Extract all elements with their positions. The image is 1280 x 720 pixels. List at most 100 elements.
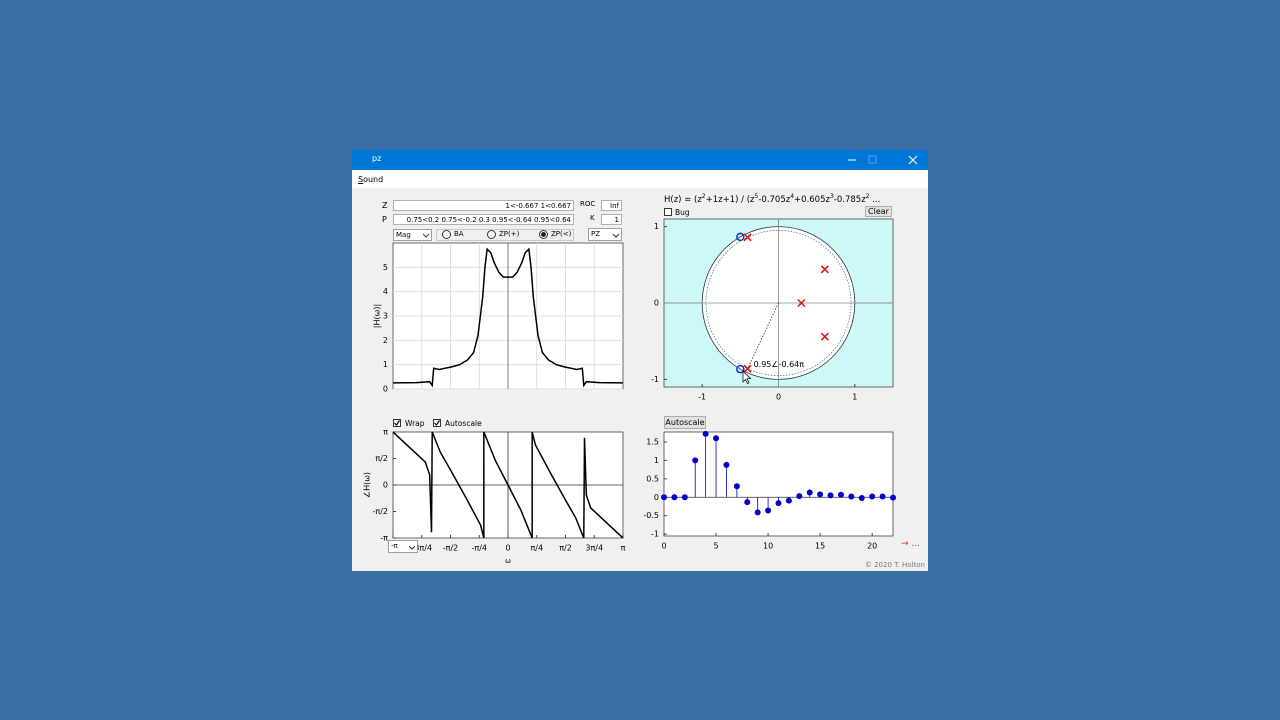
y-tick-label: -π/2 xyxy=(373,507,389,516)
impulse-stem xyxy=(796,493,803,500)
impulse-stem xyxy=(785,497,792,504)
radio-group xyxy=(436,229,574,241)
zero-marker xyxy=(736,232,745,242)
y-tick-label: -π xyxy=(380,534,388,543)
more-link[interactable]: → ... xyxy=(901,539,920,549)
pole-annotation: 0.95∠-0.64π xyxy=(754,360,805,369)
y-tick-label: 0 xyxy=(654,299,659,308)
stem-dot xyxy=(796,493,803,500)
stem-dot xyxy=(879,493,886,500)
stem-dot xyxy=(661,494,667,501)
y-tick-label: -1 xyxy=(651,530,659,539)
stem-dot xyxy=(681,494,688,501)
transfer-function-title: H(z) = (z2+1z+1) / (z5-0.705z4+0.605z3-0… xyxy=(664,193,881,205)
impulse-stem xyxy=(702,430,709,498)
x-tick-label: 0 xyxy=(505,544,510,553)
mag-select[interactable]: Mag xyxy=(393,229,432,241)
radio-zp-minus[interactable] xyxy=(539,230,548,239)
impulse-stem xyxy=(713,435,720,498)
radio-ba-label: BA xyxy=(454,230,464,238)
impulse-stem xyxy=(723,461,730,498)
zero-marker xyxy=(736,364,745,374)
y-tick-label: π/2 xyxy=(375,454,388,463)
range-select[interactable]: -π xyxy=(388,540,418,553)
title-part: ... xyxy=(869,194,881,205)
impulse-stem xyxy=(817,491,824,498)
impulse-stem xyxy=(692,457,699,498)
impulse-stem xyxy=(879,493,886,500)
stem-dot xyxy=(858,495,865,502)
menu-item[interactable]: Sound xyxy=(358,175,384,184)
p-label: P xyxy=(382,215,387,224)
x-tick-label: 3π/4 xyxy=(585,544,603,553)
x-tick-label: -1 xyxy=(698,393,706,402)
wrap-checkbox[interactable] xyxy=(393,419,401,427)
y-tick-label: -0.5 xyxy=(643,511,659,520)
impulse-stem xyxy=(661,494,667,501)
impulse-stem xyxy=(754,497,761,516)
stem-dot xyxy=(702,430,709,437)
title-part: H(z) = (z xyxy=(664,194,702,205)
pole-marker xyxy=(820,265,829,274)
radio-zp-plus[interactable] xyxy=(487,230,496,239)
y-tick-label: 1.5 xyxy=(646,437,659,446)
clear-button[interactable]: Clear xyxy=(865,206,892,217)
stem-dot xyxy=(785,497,792,504)
impulse-stem xyxy=(848,493,855,500)
window-title: pz xyxy=(372,154,382,163)
x-axis-label: ω xyxy=(505,557,511,565)
impulse-stem xyxy=(869,493,876,500)
y-tick-label: 1 xyxy=(383,360,388,369)
window-buttons[interactable] xyxy=(842,150,928,170)
footer: © 2020 T. Holton xyxy=(864,561,925,569)
cursor xyxy=(742,370,752,384)
autoscale-checkbox[interactable] xyxy=(433,419,441,427)
radio-ba[interactable] xyxy=(442,230,451,239)
z-input[interactable]: 1<-0.667 1<0.667 xyxy=(393,200,574,211)
impulse-stem xyxy=(890,494,896,501)
y-tick-label: 3 xyxy=(383,312,388,321)
wrap-label: Wrap xyxy=(405,419,425,428)
title-part: +0.605z xyxy=(794,194,830,205)
title-bar: pz xyxy=(352,150,928,170)
stem-dot xyxy=(827,492,834,499)
stem-dot xyxy=(806,489,813,496)
stem-dot xyxy=(837,491,844,498)
response-curve xyxy=(392,431,624,539)
roc-input[interactable]: Inf xyxy=(601,200,622,211)
autoscale-button[interactable]: Autoscale xyxy=(664,416,706,429)
stem-dot xyxy=(713,435,720,442)
stem-dot xyxy=(817,491,824,498)
pz-select-value: PZ xyxy=(591,230,601,238)
y-tick-label: 0 xyxy=(654,493,659,502)
impulse-stem xyxy=(837,491,844,498)
y-tick-label: 2 xyxy=(383,336,388,345)
p-input[interactable]: 0.75<0.2 0.75<-0.2 0.3 0.95<-0.64 0.95<0… xyxy=(393,214,574,225)
bug-checkbox[interactable] xyxy=(664,208,672,216)
mag-select-value: Mag xyxy=(396,231,411,239)
stem-dot xyxy=(765,507,772,514)
pz-select[interactable]: PZ xyxy=(588,228,622,241)
exponent: 3 xyxy=(829,193,834,200)
roc-label: ROC xyxy=(580,200,596,208)
k-input[interactable]: 1 xyxy=(601,214,622,225)
exponent: 2 xyxy=(865,193,870,200)
x-tick-label: 5 xyxy=(713,542,718,551)
x-tick-label: π xyxy=(621,544,626,553)
x-tick-label: -3π/4 xyxy=(411,544,432,553)
x-tick-label: 1 xyxy=(852,393,857,402)
stem-dot xyxy=(869,493,876,500)
y-tick-label: 0.5 xyxy=(646,474,659,483)
impulse-stem xyxy=(858,495,865,502)
stem-dot xyxy=(692,457,699,464)
x-tick-label: 20 xyxy=(867,542,877,551)
y-tick-label: π xyxy=(383,428,388,437)
range-select-value: -π xyxy=(391,542,398,550)
pole-marker xyxy=(743,364,752,373)
k-label: K xyxy=(590,214,595,222)
impulse-stem xyxy=(744,497,751,506)
stem-dot xyxy=(733,483,740,490)
x-tick-label: 15 xyxy=(815,542,825,551)
